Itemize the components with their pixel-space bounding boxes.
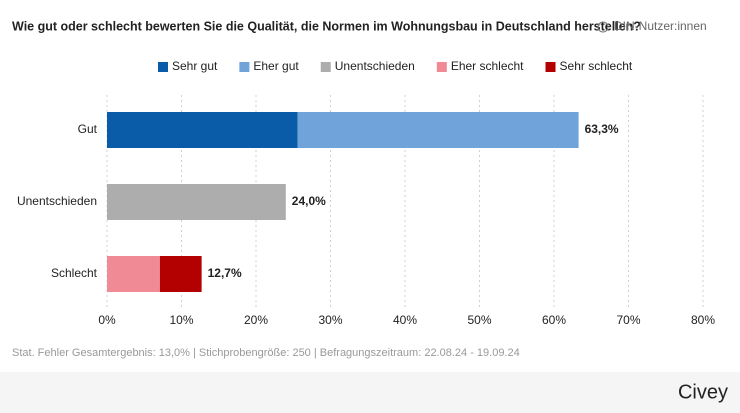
badge-icon — [597, 21, 609, 33]
bar-segment — [159, 256, 202, 292]
bar-segment — [297, 112, 579, 148]
y-tick-label: Gut — [78, 122, 98, 136]
brand: Civey — [678, 381, 728, 403]
legend-swatch — [158, 62, 168, 72]
legend-label: Eher schlecht — [451, 59, 524, 73]
x-tick-label: 80% — [691, 313, 715, 327]
x-tick-label: 30% — [318, 313, 342, 327]
total-label: 24,0% — [292, 194, 326, 208]
x-tick-label: 20% — [244, 313, 268, 327]
legend-swatch — [320, 62, 331, 72]
x-tick-label: 70% — [616, 313, 640, 327]
bar-segment — [107, 112, 298, 148]
total-label: 63,3% — [585, 122, 619, 136]
total-label: 12,7% — [208, 266, 242, 280]
legend-label: Sehr schlecht — [560, 59, 633, 73]
x-tick-label: 0% — [98, 313, 116, 327]
chart-title: Wie gut oder schlecht bewerten Sie die Q… — [12, 19, 641, 33]
x-tick-label: 40% — [393, 313, 417, 327]
y-tick-label: Schlecht — [51, 266, 98, 280]
x-tick-label: 60% — [542, 313, 566, 327]
bar-segment — [107, 256, 160, 292]
footnote: Stat. Fehler Gesamtergebnis: 13,0% | Sti… — [12, 347, 520, 359]
legend-label: Eher gut — [253, 59, 299, 73]
y-tick-label: Unentschieden — [17, 194, 97, 208]
legend-swatch — [239, 62, 250, 72]
x-tick-label: 10% — [169, 313, 193, 327]
legend-label: Unentschieden — [335, 59, 415, 73]
legend-swatch — [436, 62, 447, 72]
legend-label: Sehr gut — [172, 59, 218, 73]
legend-swatch — [545, 62, 556, 72]
bar-segment — [107, 184, 286, 220]
audience: DIN-Nutzer:innen — [614, 19, 707, 33]
x-tick-label: 50% — [467, 313, 491, 327]
footer-band — [0, 372, 740, 413]
